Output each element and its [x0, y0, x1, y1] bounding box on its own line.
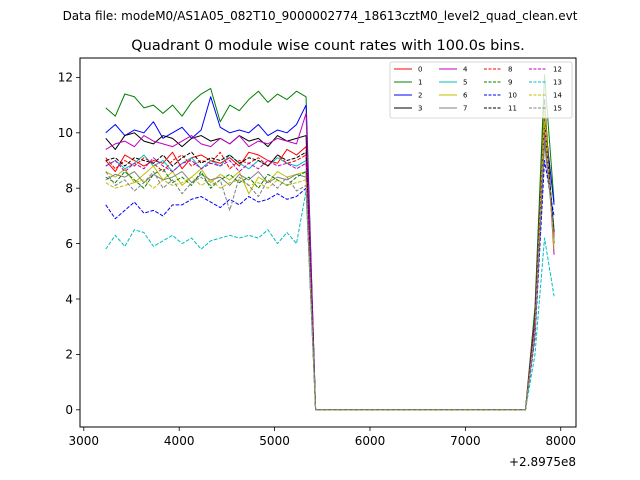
legend-label-6: 6 [463, 92, 468, 100]
x-offset-label: +2.8975e8 [509, 455, 576, 469]
y-tick-label: 2 [65, 348, 73, 362]
legend-box [389, 61, 573, 119]
y-tick-label: 12 [58, 71, 73, 85]
series-line-15 [105, 137, 555, 411]
legend-label-4: 4 [463, 66, 468, 74]
legend-label-0: 0 [418, 66, 422, 74]
x-tick-label: 5000 [259, 434, 290, 448]
series-line-14 [105, 121, 555, 411]
legend-label-5: 5 [463, 79, 467, 87]
legend-label-13: 13 [553, 79, 562, 87]
legend-label-15: 15 [553, 105, 562, 113]
x-tick-label: 3000 [69, 434, 100, 448]
x-tick-label: 4000 [164, 434, 195, 448]
legend-label-7: 7 [463, 105, 467, 113]
x-tick-label: 8000 [545, 434, 576, 448]
legend-label-14: 14 [553, 92, 562, 100]
plot-area [105, 74, 555, 411]
legend-label-10: 10 [508, 92, 517, 100]
legend-label-1: 1 [418, 79, 422, 87]
legend-label-3: 3 [418, 105, 422, 113]
y-tick-label: 6 [65, 237, 73, 251]
legend-label-9: 9 [508, 79, 512, 87]
y-tick-label: 0 [65, 403, 73, 417]
legend-label-8: 8 [508, 66, 512, 74]
legend-label-12: 12 [553, 66, 562, 74]
y-tick-label: 8 [65, 182, 73, 196]
legend-label-2: 2 [418, 92, 422, 100]
series-line-8 [105, 126, 555, 411]
x-tick-label: 6000 [355, 434, 386, 448]
figure-suptitle: Data file: modeM0/AS1A05_082T10_90000027… [63, 9, 578, 23]
y-tick-label: 4 [65, 292, 73, 306]
legend-label-11: 11 [508, 105, 517, 113]
y-tick-label: 10 [58, 126, 73, 140]
chart-title: Quadrant 0 module wise count rates with … [131, 38, 525, 54]
axes-frame [79, 57, 577, 428]
x-tick-label: 7000 [450, 434, 481, 448]
